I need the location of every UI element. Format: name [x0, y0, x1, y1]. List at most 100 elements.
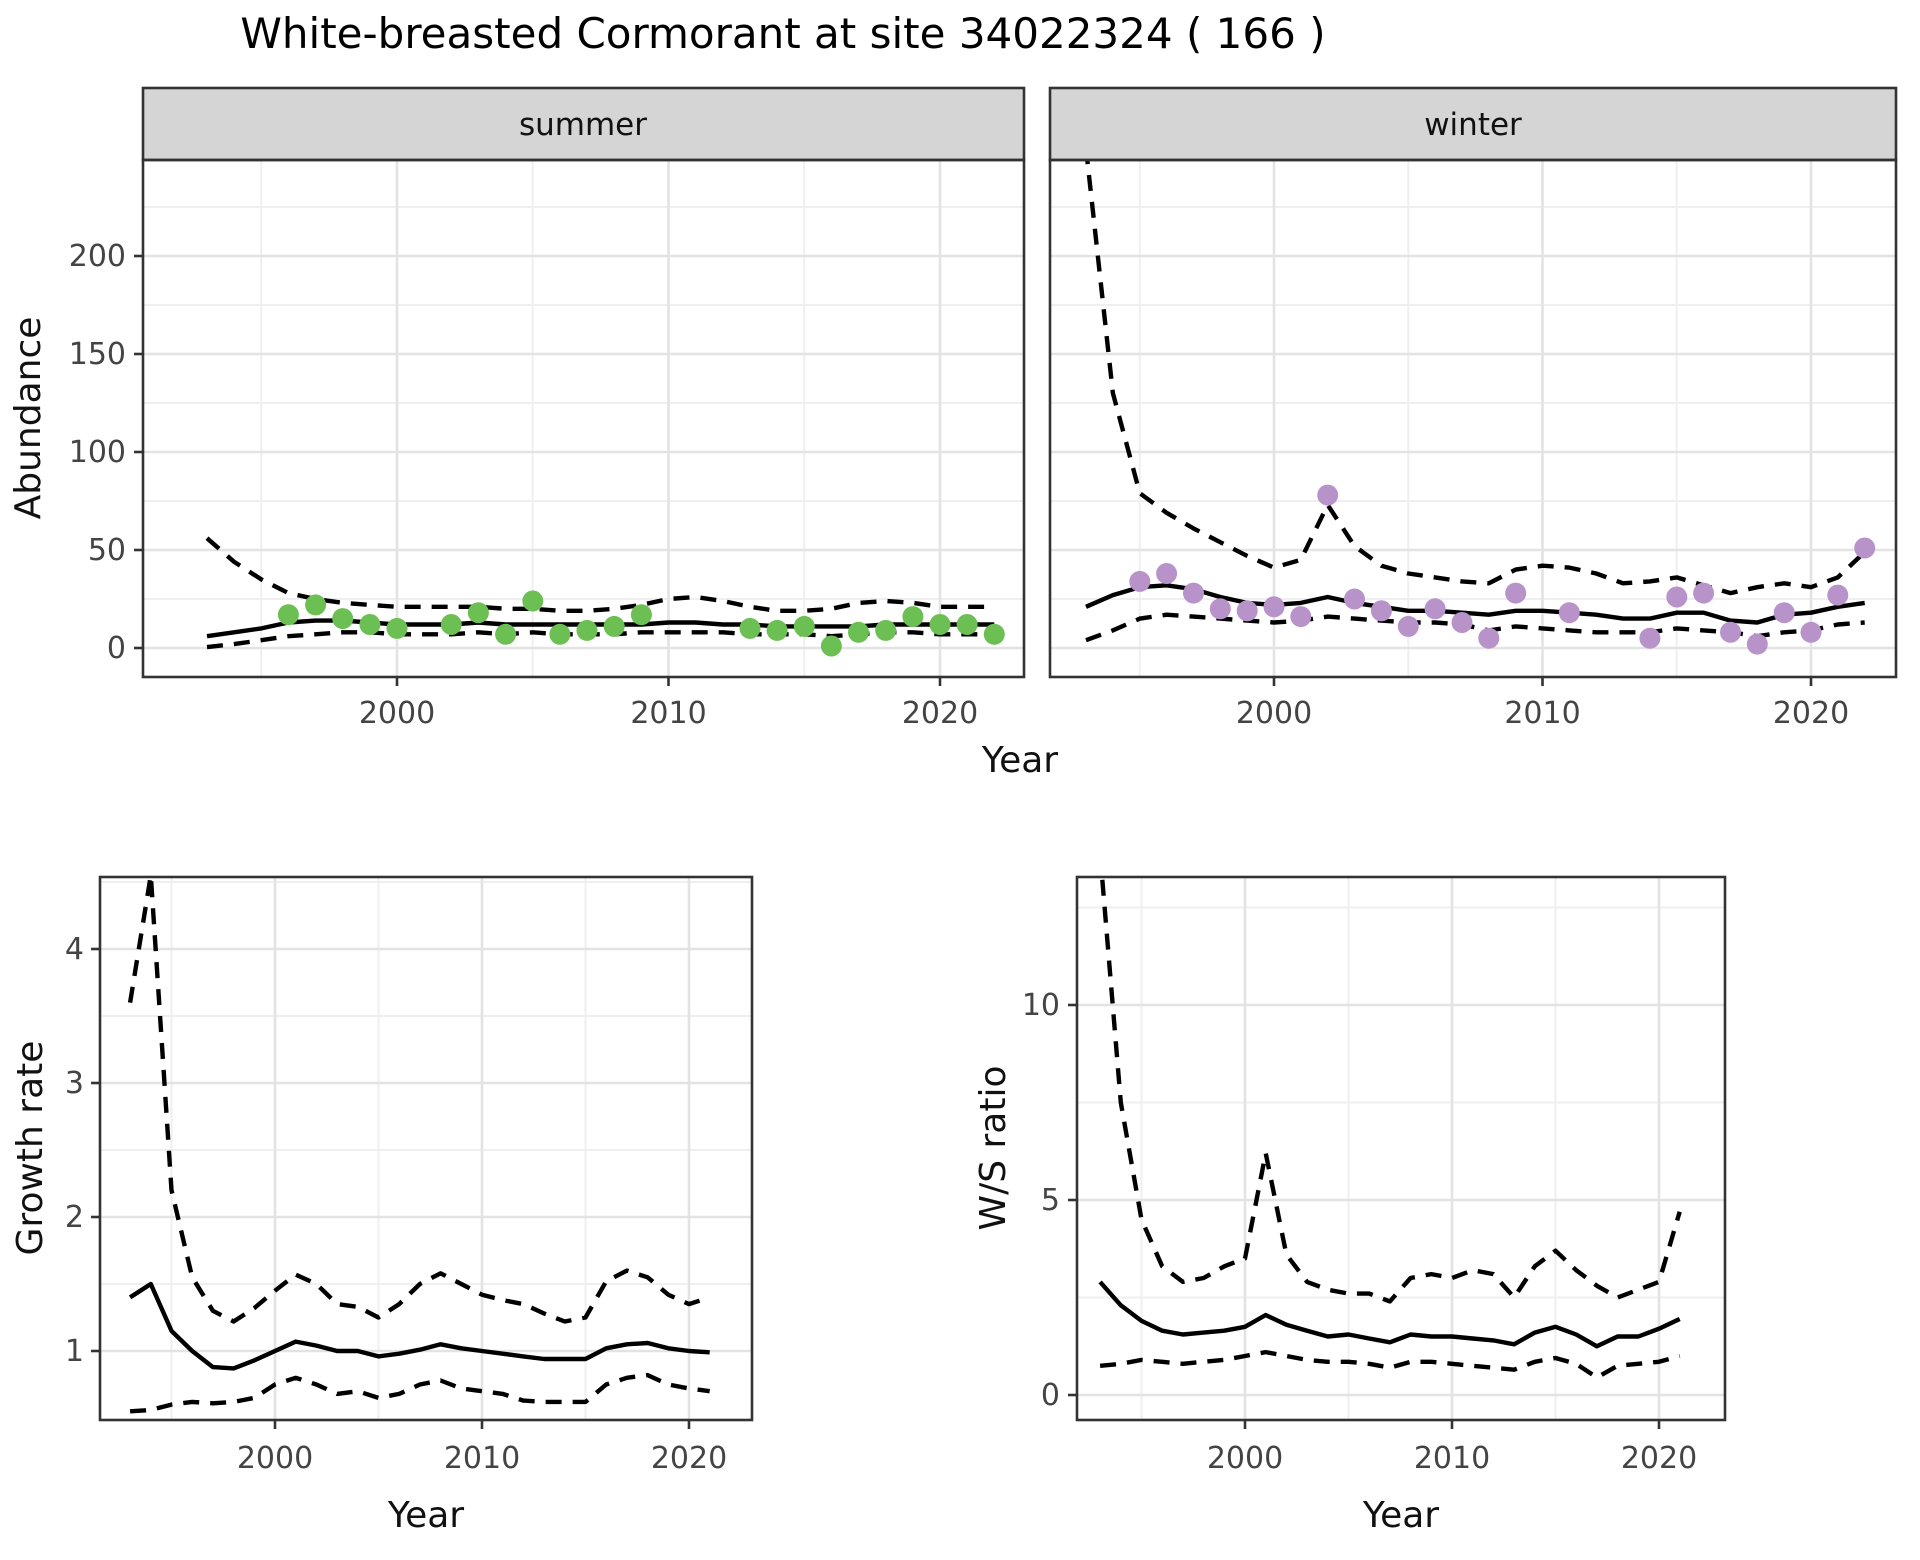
data-point [1666, 586, 1688, 608]
chart-title: White-breasted Cormorant at site 3402232… [240, 9, 1325, 58]
y-tick-label: 150 [69, 337, 126, 372]
data-point [1236, 600, 1258, 622]
data-point [1129, 570, 1151, 592]
x-tick-label: 2020 [651, 1441, 727, 1476]
data-point [522, 590, 544, 612]
data-point [1156, 563, 1178, 584]
data-point [739, 617, 761, 639]
y-tick-label: 1 [65, 1334, 84, 1369]
panel-background [100, 877, 752, 1420]
median-line [1085, 583, 1866, 625]
data-point [630, 604, 652, 626]
data-point [983, 623, 1005, 645]
data-point [1290, 606, 1312, 628]
panel-background [143, 160, 1024, 677]
data-point [929, 614, 951, 635]
x-tick-label: 2010 [630, 696, 706, 731]
panel-background [1077, 877, 1725, 1420]
y-tick-label: 200 [69, 239, 126, 274]
panel-border [1048, 158, 1898, 679]
data-point [1344, 588, 1365, 610]
growth-year-axis-title: Year [387, 1495, 464, 1536]
x-tick-label: 2020 [1621, 1441, 1697, 1476]
data-point [440, 614, 462, 635]
growth-rate-axis-title: Growth rate [10, 1041, 51, 1256]
y-tick-label: 5 [1041, 1183, 1060, 1218]
y-tick-label: 10 [1022, 988, 1060, 1023]
facet-strip [141, 86, 1026, 162]
facet-strip-label-summer: summer [519, 107, 647, 143]
abundance-axis-title: Abundance [8, 317, 49, 520]
data-point [576, 619, 598, 641]
x-tick-label: 2000 [237, 1441, 313, 1476]
data-point [1370, 600, 1392, 622]
data-point [1451, 612, 1473, 633]
x-tick-label: 2010 [444, 1441, 520, 1476]
data-point [875, 619, 897, 641]
data-point [332, 608, 354, 630]
upper-ci-line [205, 536, 995, 613]
data-point [305, 594, 327, 616]
data-point [820, 635, 842, 657]
ws-year-axis-title: Year [1362, 1495, 1439, 1536]
lower-ci-line [1099, 1349, 1681, 1380]
x-tick-label: 2010 [1504, 696, 1580, 731]
upper-ci-line [1099, 877, 1682, 1304]
data-point [1800, 621, 1822, 643]
data-point [359, 614, 381, 635]
x-tick-label: 2000 [1207, 1441, 1283, 1476]
lower-ci-line [129, 1372, 710, 1414]
data-point [277, 604, 299, 626]
x-tick-label: 2020 [902, 696, 978, 731]
data-point [902, 606, 924, 628]
data-point [603, 615, 625, 637]
data-point [1397, 615, 1419, 637]
median-line [128, 1281, 710, 1371]
y-tick-label: 3 [65, 1066, 84, 1101]
y-tick-label: 100 [69, 435, 126, 470]
data-point [549, 623, 571, 645]
top-year-axis-title: Year [981, 740, 1058, 781]
ws-ratio-axis-title: W/S ratio [973, 1065, 1014, 1230]
data-point [956, 614, 978, 635]
data-point [1854, 537, 1876, 559]
data-point [1746, 633, 1768, 655]
data-point [1317, 484, 1339, 506]
data-point [1505, 582, 1527, 604]
panel-border [98, 875, 754, 1422]
data-point [1478, 627, 1500, 649]
data-point [1424, 598, 1446, 620]
x-tick-label: 2000 [1236, 696, 1312, 731]
facet-strip [1048, 86, 1898, 162]
panel-border [141, 158, 1026, 679]
data-point [1263, 596, 1285, 618]
upper-ci-line [127, 877, 711, 1324]
data-point [1720, 621, 1741, 643]
data-point [1693, 582, 1715, 604]
y-tick-label: 50 [88, 533, 126, 568]
upper-ci-line [1085, 160, 1867, 596]
data-point [495, 623, 517, 645]
data-point [1183, 582, 1204, 604]
data-point [1773, 602, 1795, 624]
median-line [1098, 1280, 1681, 1349]
y-tick-label: 4 [65, 932, 84, 967]
y-tick-label: 0 [107, 631, 126, 666]
data-point [848, 621, 869, 643]
data-point [467, 602, 489, 624]
data-point [1558, 602, 1580, 624]
data-point [386, 617, 408, 639]
x-tick-label: 2010 [1414, 1441, 1490, 1476]
facet-strip-label-winter: winter [1424, 107, 1522, 143]
x-tick-label: 2000 [359, 696, 435, 731]
panel-border [1075, 875, 1727, 1422]
data-point [766, 619, 788, 641]
data-point [1639, 627, 1661, 649]
data-point [1209, 598, 1231, 620]
data-point [1827, 584, 1849, 606]
y-tick-label: 2 [65, 1200, 84, 1235]
y-tick-label: 0 [1041, 1378, 1060, 1413]
